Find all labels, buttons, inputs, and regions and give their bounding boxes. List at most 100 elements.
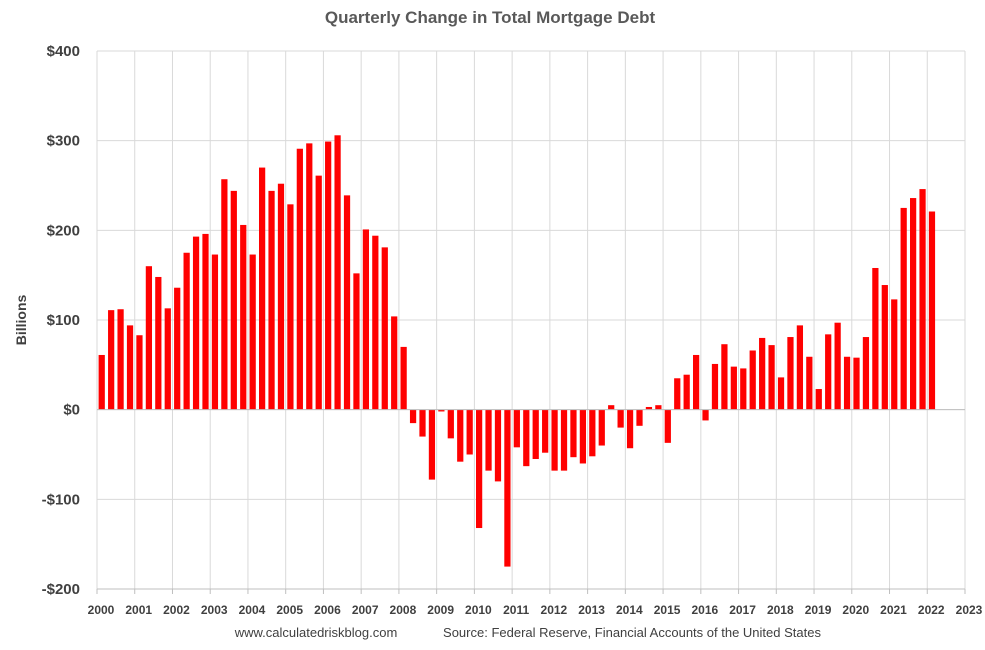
bar [891, 299, 898, 410]
x-tick-label: 2001 [125, 603, 152, 617]
bar [617, 409, 624, 428]
bar [608, 405, 615, 410]
x-tick-label: 2014 [616, 603, 643, 617]
bar [910, 198, 917, 410]
x-tick-label: 2007 [352, 603, 379, 617]
x-tick-label: 2020 [842, 603, 869, 617]
bar [400, 346, 407, 410]
bar [626, 409, 634, 449]
bar [702, 409, 709, 421]
bar [334, 135, 341, 410]
x-tick-label: 2019 [805, 603, 832, 617]
y-tick-label: -$200 [42, 581, 80, 598]
bar [740, 368, 747, 410]
bar [211, 254, 219, 410]
bar [759, 337, 766, 410]
bar [768, 345, 775, 410]
x-tick-label: 2018 [767, 603, 794, 617]
bar [447, 409, 454, 439]
bar [815, 389, 822, 410]
bar [164, 308, 171, 410]
bar [343, 195, 351, 410]
bar [108, 310, 115, 410]
bar [466, 409, 473, 455]
bar [504, 409, 511, 567]
x-tick-label: 2010 [465, 603, 492, 617]
y-tick-label: $400 [47, 43, 80, 60]
footer-site: www.calculatedriskblog.com [234, 625, 398, 640]
bar [683, 374, 690, 410]
bar [428, 409, 436, 480]
bar [513, 409, 520, 448]
x-tick-label: 2000 [88, 603, 115, 617]
bar [532, 409, 539, 459]
bar [749, 350, 756, 410]
bar [409, 409, 417, 424]
bar [589, 409, 596, 457]
y-tick-label: $0 [63, 402, 80, 419]
bar [353, 273, 360, 410]
bar [362, 229, 370, 410]
grid-lines [96, 50, 966, 590]
bar [381, 247, 388, 410]
x-tick-label: 2021 [880, 603, 907, 617]
x-tick-label: 2016 [691, 603, 718, 617]
bar [796, 325, 804, 410]
bar [570, 409, 577, 458]
bar [287, 204, 294, 410]
bar [145, 266, 153, 410]
bar [711, 363, 719, 410]
bar [560, 409, 568, 471]
y-tick-labels: -$200 -$100 $0 $100 $200 $300 $400 [42, 43, 80, 598]
x-tick-label: 2009 [427, 603, 454, 617]
y-axis-label: Billions [13, 295, 29, 346]
x-tick-label: 2004 [239, 603, 266, 617]
bar [174, 287, 181, 410]
x-tick-label: 2003 [201, 603, 228, 617]
y-tick-label: -$100 [42, 491, 80, 508]
bar [494, 409, 502, 482]
axes [96, 409, 966, 594]
bar [419, 409, 426, 437]
x-tick-label: 2008 [390, 603, 417, 617]
bar [721, 344, 728, 410]
bar [325, 141, 332, 410]
y-tick-label: $300 [47, 133, 80, 150]
bar [249, 254, 256, 410]
x-tick-label: 2011 [503, 603, 529, 617]
bar [919, 189, 926, 410]
bar [655, 405, 662, 410]
bar [834, 322, 841, 410]
bar [872, 267, 879, 410]
bar [457, 409, 464, 462]
bar [843, 356, 851, 410]
bar [296, 148, 303, 410]
x-tick-label: 2005 [276, 603, 303, 617]
bar [183, 252, 190, 410]
y-tick-label: $200 [47, 222, 80, 239]
x-tick-label: 2006 [314, 603, 341, 617]
bar [777, 377, 785, 410]
bar [136, 335, 143, 410]
bar [485, 409, 492, 471]
bar [438, 409, 445, 412]
bar [928, 211, 936, 410]
bar [192, 236, 200, 410]
x-tick-labels: 2000 2001 2002 2003 2004 2005 2006 2007 2008 2009… [88, 603, 983, 617]
bar [825, 334, 832, 410]
footer-source: Source: Federal Reserve, Financial Accou… [443, 625, 821, 640]
bar [126, 325, 134, 410]
bar [730, 366, 737, 410]
bar [900, 207, 907, 410]
bar [259, 167, 266, 410]
x-tick-label: 2002 [163, 603, 190, 617]
bar [523, 409, 530, 467]
bar [542, 409, 549, 453]
y-tick-label: $100 [47, 312, 80, 329]
bar [391, 316, 398, 410]
bar [551, 409, 558, 471]
bar [579, 409, 587, 464]
bar [645, 406, 653, 410]
